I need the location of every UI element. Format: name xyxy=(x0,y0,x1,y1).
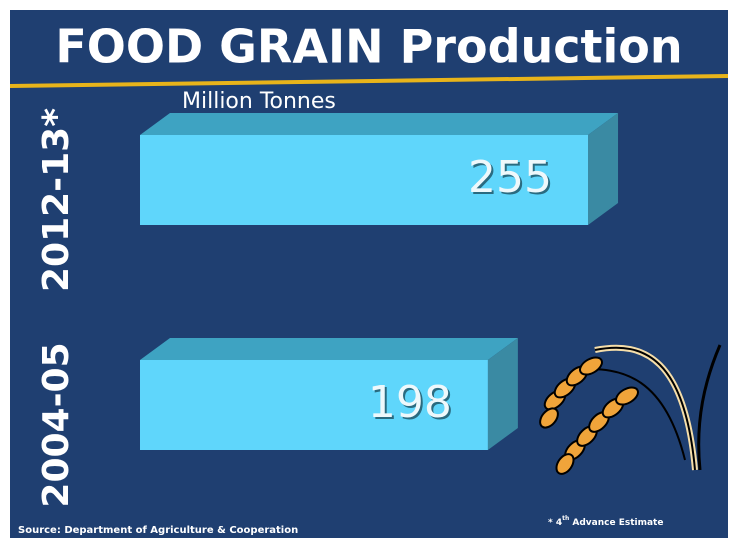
slide-background xyxy=(10,10,728,538)
category-label: 2004-05 xyxy=(36,342,77,507)
footnote-superscript: th xyxy=(562,515,569,522)
source-note: Source: Department of Agriculture & Coop… xyxy=(18,525,298,536)
footnote-text: * 4 xyxy=(548,518,562,528)
footnote-text: Advance Estimate xyxy=(569,518,663,528)
category-label: 2012-13* xyxy=(36,108,77,292)
slide: FOOD GRAIN Production Million Tonnes Sou… xyxy=(0,0,738,544)
page: FOOD GRAIN Production Million Tonnes Sou… xyxy=(0,0,738,544)
value-label: 255 xyxy=(468,152,552,203)
bar-top xyxy=(140,113,618,135)
unit-label: Million Tonnes xyxy=(182,89,336,114)
value-label: 198 xyxy=(368,377,452,428)
chart-title: FOOD GRAIN Production xyxy=(55,20,682,74)
bar-top xyxy=(140,338,518,360)
